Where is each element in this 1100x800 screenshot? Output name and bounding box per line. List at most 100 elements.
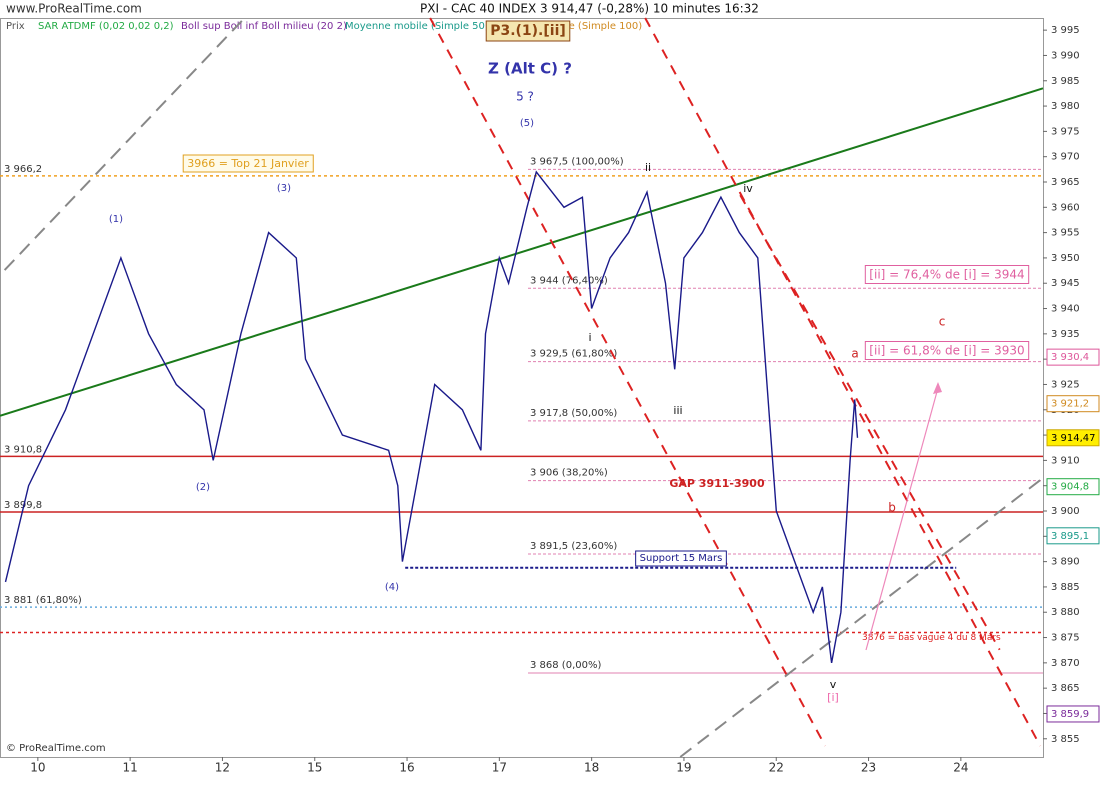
annotation: [i] [827, 691, 839, 704]
x-tick-label: 17 [492, 761, 507, 775]
legend-entry: Boll sup Boll inf Boll milieu (20 2) [181, 21, 347, 32]
arrow-head [933, 382, 942, 394]
trend-line [0, 87, 1044, 417]
y-tick-label: 3 965 [1051, 177, 1080, 188]
y-tick-label: 3 900 [1051, 506, 1080, 517]
y-tick-label: 3 985 [1051, 76, 1080, 87]
annotation: i [588, 331, 591, 344]
y-tick-label: 3 960 [1051, 202, 1080, 213]
annotation: ii [645, 161, 651, 174]
annotation-box [182, 154, 314, 173]
x-tick-label: 10 [30, 761, 45, 775]
x-tick-label: 19 [676, 761, 691, 775]
x-tick-label: 18 [584, 761, 599, 775]
fib-label: 3 967,5 (100,00%) [530, 156, 624, 167]
x-tick-label: 23 [861, 761, 876, 775]
price-box-label: 3 930,4 [1051, 352, 1089, 363]
annotation: P3.(1).[ii] [490, 23, 566, 39]
legend-entry: Moyenne mobile (Simple 50) [345, 21, 489, 32]
trend-line [679, 479, 1041, 758]
x-tick-label: 22 [769, 761, 784, 775]
price-box [1046, 705, 1100, 723]
annotation: [ii] = 76,4% de [i] = 3944 [869, 268, 1024, 282]
y-tick-label: 3 855 [1051, 734, 1080, 745]
price-box [1046, 395, 1100, 413]
annotation-box [635, 550, 727, 567]
trend-line [644, 17, 1042, 747]
price-box-label: 3 859,9 [1051, 709, 1089, 720]
annotation: (5) [520, 118, 534, 129]
price-box-label: 3 904,8 [1051, 482, 1089, 493]
y-tick-label: 3 910 [1051, 455, 1080, 466]
y-tick-label: 3 870 [1051, 658, 1080, 669]
y-tick-label: 3 995 [1051, 25, 1080, 36]
price-box-label: 3 895,1 [1051, 531, 1089, 542]
annotation-box [485, 20, 571, 42]
price-box-label: 3 914,47 [1051, 433, 1096, 444]
annotation: 5 ? [516, 90, 534, 104]
y-tick-label: 3 950 [1051, 253, 1080, 264]
price-box [1046, 478, 1100, 496]
price-box-label: 3 921,2 [1051, 399, 1089, 410]
fib-label: 3 929,5 (61,80%) [530, 349, 617, 360]
trend-line [739, 194, 1001, 651]
site: www.ProRealTime.com [6, 2, 142, 16]
annotation: Z (Alt C) ? [488, 60, 572, 78]
x-tick-label: 16 [399, 761, 414, 775]
price-box [1046, 429, 1100, 447]
annotation: a [851, 347, 858, 361]
fib-label: 3 868 (0,00%) [530, 660, 601, 671]
x-tick-label: 12 [215, 761, 230, 775]
annotation-box [864, 341, 1030, 360]
x-tick-label: 11 [123, 761, 138, 775]
annotation: (4) [385, 582, 399, 593]
annotation: c [939, 315, 946, 329]
annotation: iii [673, 404, 682, 417]
level-label: 3 899,8 [4, 500, 42, 511]
x-tick-label: 15 [307, 761, 322, 775]
chart-title: PXI - CAC 40 INDEX 3 914,47 (-0,28%) 10 … [420, 2, 759, 16]
y-tick-label: 3 990 [1051, 50, 1080, 61]
annotation: (1) [109, 214, 123, 225]
fib-label: 3 944 (76,40%) [530, 275, 608, 286]
price-box [1046, 348, 1100, 366]
y-tick-label: 3 935 [1051, 329, 1080, 340]
annotation: Support 15 Mars [640, 553, 723, 564]
y-tick-label: 3 925 [1051, 379, 1080, 390]
price-line [4, 170, 859, 664]
annotation: (2) [196, 482, 210, 493]
y-tick-label: 3 890 [1051, 557, 1080, 568]
legend-entry: SAR ATDMF (0,02 0,02 0,2) [38, 21, 174, 32]
annotation-box [864, 265, 1030, 284]
projection-arrow [865, 387, 939, 651]
y-tick-label: 3 880 [1051, 607, 1080, 618]
annotation: 3966 = Top 21 Janvier [187, 157, 309, 170]
y-tick-label: 3 940 [1051, 304, 1080, 315]
fib-label: 3 891,5 (23,60%) [530, 541, 617, 552]
y-tick-label: 3 970 [1051, 152, 1080, 163]
y-tick-label: 3 980 [1051, 101, 1080, 112]
plot-area [0, 18, 1044, 758]
y-tick-label: 3 885 [1051, 582, 1080, 593]
fib-label: 3 917,8 (50,00%) [530, 408, 617, 419]
annotation: GAP 3911-3900 [669, 477, 765, 490]
annotation: iv [743, 182, 753, 195]
level-label: 3876 = bas vague 4 du 8 Mars [862, 633, 1001, 643]
annotation: b [888, 501, 896, 515]
x-tick-label: 24 [953, 761, 968, 775]
annotation: [ii] = 61,8% de [i] = 3930 [869, 344, 1024, 358]
annotation: (3) [277, 183, 291, 194]
y-tick-label: 3 955 [1051, 228, 1080, 239]
y-tick-label: 3 865 [1051, 683, 1080, 694]
price-box [1046, 527, 1100, 545]
fib-label: 3 906 (38,20%) [530, 468, 608, 479]
level-label: 3 910,8 [4, 444, 42, 455]
copyright: © ProRealTime.com [6, 743, 106, 754]
y-tick-label: 3 875 [1051, 633, 1080, 644]
level-label: 3 881 (61,80%) [4, 595, 82, 606]
trend-line [3, 17, 246, 271]
y-tick-label: 3 945 [1051, 278, 1080, 289]
legend-entry: Prix [6, 21, 25, 32]
level-label: 3 966,2 [4, 164, 42, 175]
